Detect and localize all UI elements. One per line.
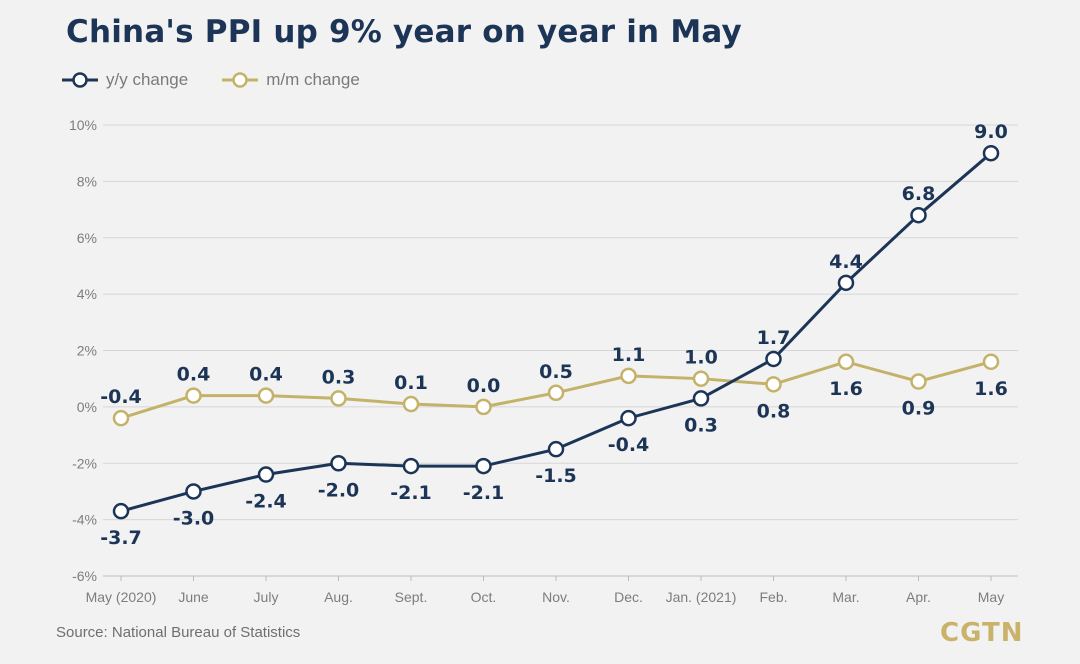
data-point — [112, 409, 130, 427]
data-point — [185, 387, 202, 404]
data-point — [837, 353, 855, 371]
y-tick-label: -2% — [72, 455, 97, 471]
x-tick-label: Mar. — [832, 589, 859, 605]
y-tick-label: -4% — [72, 512, 97, 528]
x-tick-label: Feb. — [759, 589, 787, 605]
data-label: 6.8 — [902, 183, 936, 205]
data-point — [330, 455, 347, 472]
legend-label-yy: y/y change — [106, 70, 189, 89]
x-tick-label: Sept. — [395, 589, 428, 605]
data-label: 4.4 — [829, 251, 863, 273]
data-label: -2.1 — [390, 482, 432, 504]
data-label: 1.1 — [612, 344, 646, 366]
x-tick-label: May (2020) — [86, 589, 157, 605]
data-point — [402, 395, 420, 413]
legend: y/y change m/m change — [62, 68, 394, 92]
data-point — [547, 440, 565, 458]
data-label: 0.0 — [467, 375, 501, 397]
data-label: 1.6 — [829, 378, 863, 400]
data-label: 0.3 — [684, 414, 718, 436]
data-label: 1.0 — [684, 347, 718, 369]
data-label: -3.7 — [100, 527, 142, 549]
data-point — [837, 274, 855, 292]
data-label: 1.6 — [974, 378, 1008, 400]
x-tick-label: July — [254, 589, 279, 605]
x-tick-label: Apr. — [906, 589, 931, 605]
data-label: -2.0 — [318, 479, 360, 501]
data-point — [257, 387, 275, 404]
data-label: 0.4 — [249, 364, 283, 386]
data-label: 0.8 — [757, 400, 791, 422]
legend-item-yy: y/y change — [62, 70, 188, 90]
data-label: 0.9 — [902, 398, 936, 420]
data-label: 0.1 — [394, 372, 428, 394]
y-tick-label: 4% — [77, 286, 97, 302]
data-point — [765, 350, 782, 368]
data-label: -0.4 — [100, 386, 142, 408]
x-tick-label: Jan. (2021) — [666, 589, 737, 605]
data-point — [402, 457, 420, 475]
source-note: Source: National Bureau of Statistics — [56, 624, 301, 641]
x-tick-label: June — [178, 589, 209, 605]
data-point — [910, 373, 927, 390]
x-tick-label: Dec. — [614, 589, 643, 605]
data-point — [475, 457, 492, 475]
x-tick-label: May — [978, 589, 1004, 605]
data-point — [692, 390, 710, 407]
x-tick-label: Oct. — [471, 589, 497, 605]
data-label: 0.3 — [322, 366, 356, 388]
data-label: -1.5 — [535, 465, 577, 487]
legend-label-mm: m/m change — [266, 70, 360, 89]
data-label: -0.4 — [608, 434, 650, 456]
y-tick-label: 6% — [77, 230, 97, 246]
chart-title: China's PPI up 9% year on year in May — [66, 14, 742, 50]
data-label: -2.1 — [463, 482, 505, 504]
data-point — [982, 144, 1000, 162]
cgtn-logo: CGTN — [940, 618, 1024, 648]
x-tick-label: Nov. — [542, 589, 570, 605]
data-point — [547, 384, 565, 402]
data-point — [620, 367, 637, 385]
data-point — [257, 466, 275, 483]
data-point — [620, 409, 637, 427]
data-label: 0.4 — [177, 364, 211, 386]
data-point — [330, 390, 347, 407]
series-line — [120, 152, 992, 513]
data-point — [910, 206, 927, 224]
legend-item-mm: m/m change — [222, 70, 360, 90]
data-point — [475, 398, 492, 416]
legend-marker-yy-icon — [62, 72, 98, 88]
data-label: 1.7 — [757, 327, 791, 349]
data-point — [765, 376, 782, 393]
y-tick-label: -6% — [72, 568, 97, 584]
data-point — [982, 353, 1000, 371]
y-tick-label: 0% — [77, 399, 97, 415]
data-label: -2.4 — [245, 491, 287, 513]
data-point — [692, 370, 710, 387]
data-point — [112, 502, 130, 520]
data-point — [185, 483, 202, 500]
y-tick-label: 8% — [77, 173, 97, 189]
data-label: 0.5 — [539, 361, 573, 383]
data-label: 9.0 — [974, 121, 1008, 143]
y-tick-label: 2% — [77, 343, 97, 359]
legend-marker-mm-icon — [222, 72, 259, 88]
x-tick-label: Aug. — [324, 589, 353, 605]
data-label: -3.0 — [173, 507, 215, 529]
y-tick-label: 10% — [69, 117, 97, 133]
